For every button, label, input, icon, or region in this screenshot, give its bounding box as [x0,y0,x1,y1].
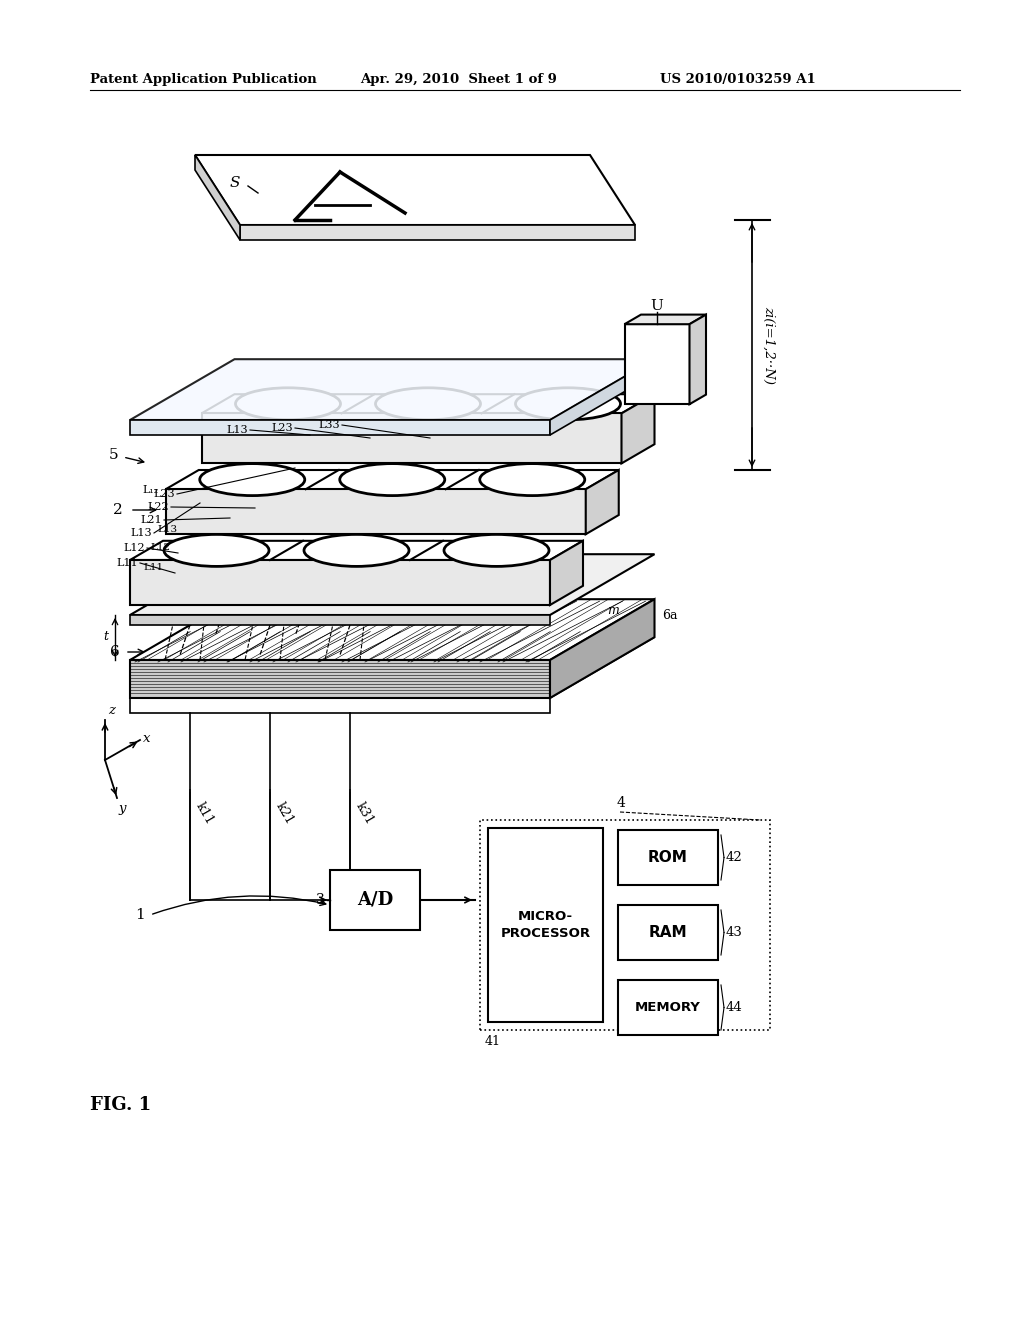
Polygon shape [166,470,618,490]
Polygon shape [130,599,654,660]
Text: RAM: RAM [648,925,687,940]
Polygon shape [130,698,550,713]
Text: 6: 6 [111,645,120,659]
Text: L₁₂: L₁₂ [142,484,158,495]
Ellipse shape [444,535,549,566]
Polygon shape [625,314,706,325]
Ellipse shape [164,535,269,566]
Bar [618,830,718,884]
Text: L23: L23 [154,488,175,499]
Text: 3: 3 [316,894,325,907]
Ellipse shape [376,388,480,420]
Ellipse shape [515,388,621,420]
Ellipse shape [236,388,341,420]
Bar [480,820,770,1030]
Text: L23: L23 [271,422,293,433]
Text: Patent Application Publication: Patent Application Publication [90,73,316,86]
Text: US 2010/0103259 A1: US 2010/0103259 A1 [660,73,816,86]
Text: t: t [103,631,108,644]
Text: L22: L22 [147,502,169,512]
Text: k11: k11 [193,800,216,826]
Text: 44: 44 [726,1001,742,1014]
Text: 5: 5 [109,447,118,462]
Bar [488,828,603,1022]
Text: y: y [118,803,126,814]
Text: U: U [650,300,663,313]
Bar [618,906,718,960]
Polygon shape [130,359,654,420]
Polygon shape [586,470,618,535]
Text: A/D: A/D [357,891,393,909]
Polygon shape [202,413,622,463]
Text: m: m [607,605,620,616]
Text: L12: L12 [123,543,145,553]
Polygon shape [166,490,586,535]
Text: L13: L13 [130,528,152,539]
Text: zi(i=1,2··N): zi(i=1,2··N) [762,306,775,384]
Polygon shape [195,154,635,224]
Polygon shape [130,541,583,560]
Text: 6a: 6a [663,610,678,622]
Polygon shape [622,395,654,463]
Polygon shape [202,395,654,413]
Polygon shape [550,359,654,436]
Text: 2: 2 [114,503,123,517]
Ellipse shape [200,463,305,495]
Text: 43: 43 [726,927,742,939]
Polygon shape [240,224,635,240]
Text: MEMORY: MEMORY [635,1001,701,1014]
Text: L11: L11 [143,564,163,573]
Text: 42: 42 [726,851,742,865]
Text: x: x [143,731,151,744]
Text: FIG. 1: FIG. 1 [90,1096,152,1114]
Polygon shape [195,154,240,240]
Text: L21: L21 [140,515,162,525]
Text: 4: 4 [616,796,625,810]
Text: k21: k21 [273,800,296,826]
Text: k31: k31 [353,800,376,826]
Ellipse shape [340,463,444,495]
Text: L12: L12 [150,544,170,553]
Text: 41: 41 [485,1035,501,1048]
Bar [618,979,718,1035]
Text: 1: 1 [135,908,144,921]
Text: L11: L11 [117,558,138,568]
Bar [330,870,420,931]
Polygon shape [550,599,654,698]
Polygon shape [130,420,550,436]
Polygon shape [130,660,550,698]
Text: z: z [108,704,115,717]
Text: S: S [230,176,241,190]
Ellipse shape [304,535,409,566]
Text: L13: L13 [157,525,177,535]
Text: L33: L33 [318,420,340,430]
Polygon shape [625,325,689,404]
Text: L13: L13 [226,425,248,436]
Polygon shape [130,554,654,615]
Text: ROM: ROM [648,850,688,865]
Text: Apr. 29, 2010  Sheet 1 of 9: Apr. 29, 2010 Sheet 1 of 9 [360,73,557,86]
Ellipse shape [480,463,585,495]
Polygon shape [550,541,583,605]
Polygon shape [130,615,550,624]
Polygon shape [689,314,706,404]
Polygon shape [130,638,654,698]
Text: MICRO-
PROCESSOR: MICRO- PROCESSOR [501,909,591,940]
Polygon shape [130,560,550,605]
